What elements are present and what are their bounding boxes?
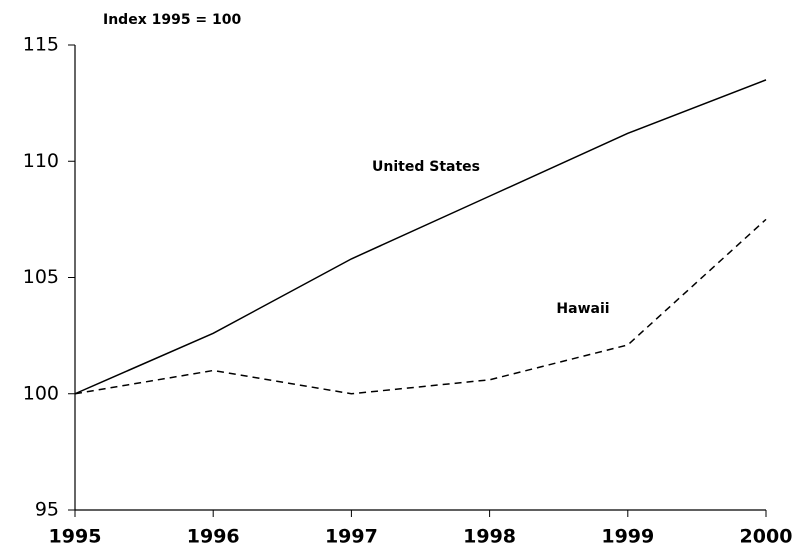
y-tick-label: 110 [23,150,59,172]
series-label: United States [372,159,480,175]
series-line [74,79,767,395]
y-tick-label: 105 [23,266,59,288]
x-tick-label: 1999 [601,526,654,548]
series-line [74,218,767,395]
y-axis-label: Index 1995 = 100 [103,12,242,28]
y-tick-label: 100 [23,382,59,404]
y-tick-label: 95 [35,499,59,521]
x-tick-label: 2000 [740,526,793,548]
x-tick-label: 1997 [325,526,378,548]
series-label: Hawaii [556,301,609,317]
x-tick-label: 1995 [49,526,102,548]
y-tick-label: 115 [23,34,59,56]
x-tick-label: 1996 [187,526,240,548]
x-tick-label: 1998 [463,526,516,548]
